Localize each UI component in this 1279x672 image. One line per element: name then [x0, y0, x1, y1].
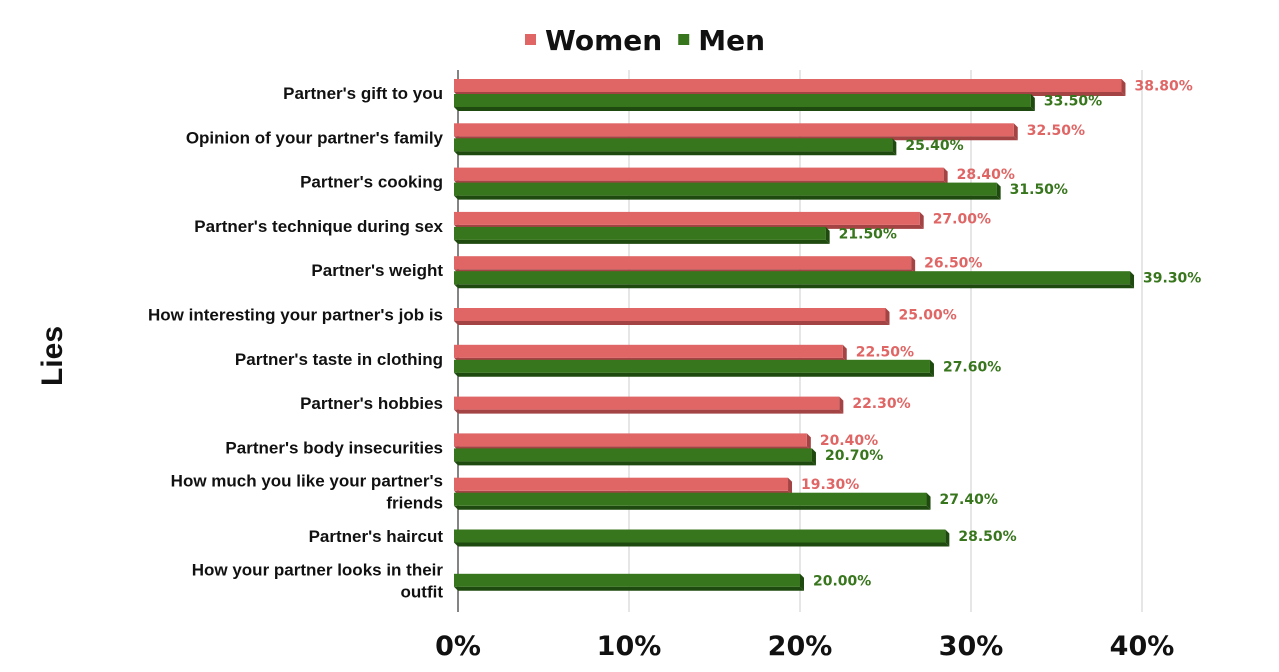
x-tick-label: 0%: [435, 631, 481, 662]
data-label-men: 31.50%: [1010, 182, 1068, 198]
data-label-women: 22.50%: [856, 344, 914, 360]
bar-men: [454, 94, 1035, 111]
legend-label: Men: [698, 24, 765, 57]
data-label-women: 22.30%: [852, 396, 910, 412]
data-label-men: 33.50%: [1044, 94, 1102, 110]
category-label: Partner's haircut: [309, 527, 444, 546]
data-label-men: 28.50%: [958, 529, 1016, 545]
data-label-women: 19.30%: [801, 477, 859, 493]
legend-swatch: [525, 34, 536, 45]
data-label-women: 20.40%: [820, 433, 878, 449]
data-label-men: 20.70%: [825, 448, 883, 464]
labels: 0% 10% 20% 30% 40% Partner's gift to you Opini…: [148, 79, 1201, 663]
data-label-women: 26.50%: [924, 256, 982, 272]
category-label: Opinion of your partner's family: [186, 128, 444, 147]
category-label: How much you like your partner's friends: [171, 472, 443, 513]
bar-women: [454, 167, 948, 185]
data-label-men: 27.60%: [943, 359, 1001, 375]
data-label-men: 20.00%: [813, 573, 871, 589]
x-tick-label: 40%: [1110, 631, 1175, 662]
bar-women: [454, 477, 793, 495]
x-tick-label: 20%: [768, 631, 833, 662]
data-label-women: 25.00%: [899, 308, 957, 324]
data-label-men: 21.50%: [839, 226, 897, 242]
data-label-men: 39.30%: [1143, 271, 1201, 287]
category-label: Partner's taste in clothing: [235, 350, 443, 369]
y-axis-title: Lies: [36, 326, 69, 386]
legend: Women Men: [525, 24, 765, 57]
legend-swatch: [678, 34, 690, 45]
bars: [454, 79, 1135, 591]
x-tick-label: 30%: [939, 631, 1004, 662]
bar-men: [454, 271, 1135, 289]
data-label-men: 27.40%: [940, 492, 998, 508]
category-label: Partner's gift to you: [283, 84, 443, 103]
bar-women: [454, 256, 916, 274]
data-label-women: 32.50%: [1027, 123, 1085, 139]
bar-men: [454, 448, 816, 466]
category-label: Partner's weight: [311, 261, 443, 280]
legend-entry-men: Men: [678, 24, 765, 57]
category-label: How your partner looks in their outfit: [192, 560, 444, 601]
bar-women: [454, 433, 811, 451]
legend-entry-women: Women: [525, 24, 662, 57]
bar-men: [454, 492, 931, 510]
category-label: How interesting your partner's job is: [148, 306, 443, 325]
x-tick-label: 10%: [597, 631, 662, 662]
bar-men: [454, 226, 830, 244]
bar-men: [454, 573, 804, 591]
bar-women: [454, 344, 847, 362]
bar-men: [454, 359, 934, 377]
category-label: Partner's technique during sex: [194, 217, 443, 236]
bar-women: [454, 396, 844, 414]
category-label: Partner's hobbies: [300, 394, 443, 413]
data-label-women: 28.40%: [957, 167, 1015, 183]
bar-men: [454, 138, 897, 156]
gridlines: [457, 70, 1143, 612]
bar-men: [454, 182, 1001, 200]
data-label-women: 38.80%: [1134, 79, 1192, 95]
category-label: Partner's body insecurities: [225, 438, 443, 457]
category-label: Partner's cooking: [300, 173, 443, 192]
data-label-women: 27.00%: [933, 211, 991, 227]
data-label-men: 25.40%: [905, 138, 963, 154]
legend-label: Women: [545, 24, 662, 57]
bar-women: [454, 308, 890, 325]
bar-women: [454, 79, 1126, 96]
bar-men: [454, 529, 950, 547]
